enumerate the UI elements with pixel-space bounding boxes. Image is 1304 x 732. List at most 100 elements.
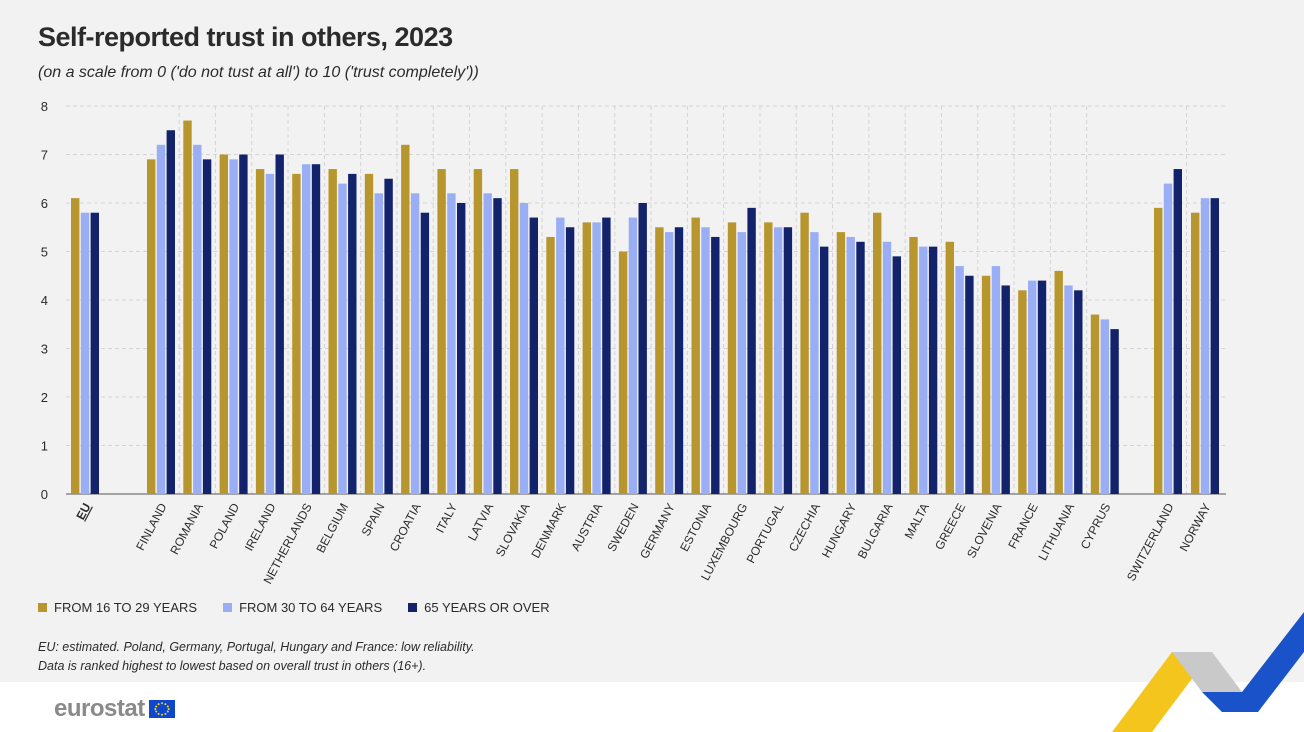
bar-eu-series-2 xyxy=(90,212,99,494)
bar-denmark-series-0 xyxy=(546,236,555,494)
bar-germany-series-2 xyxy=(674,227,684,494)
bar-bulgaria-series-0 xyxy=(873,212,882,494)
x-tick-label-czechia: CZECHIA xyxy=(786,501,823,554)
bar-romania-series-1 xyxy=(193,144,202,495)
bar-cyprus-series-0 xyxy=(1090,314,1100,494)
bars-layer xyxy=(71,120,1219,495)
x-tick-label-malta: MALTA xyxy=(902,501,932,541)
x-tick-label-ireland: IRELAND xyxy=(242,501,279,554)
x-tick-label-denmark: DENMARK xyxy=(528,501,569,561)
x-tick-label-france: FRANCE xyxy=(1005,501,1041,551)
bar-belgium-series-0 xyxy=(328,169,337,495)
x-tick-label-latvia: LATVIA xyxy=(465,501,496,543)
y-tick-label: 4 xyxy=(41,293,48,308)
y-tick-label: 6 xyxy=(41,196,48,211)
eurostat-logo: eurostat xyxy=(54,695,175,723)
bar-czechia-series-0 xyxy=(800,212,809,494)
bar-italy-series-1 xyxy=(447,193,456,495)
legend-swatch-65-over xyxy=(408,603,418,612)
bar-austria-series-1 xyxy=(592,222,601,494)
bar-netherlands-series-0 xyxy=(292,173,301,494)
bar-hungary-series-2 xyxy=(856,241,865,494)
bar-norway-series-2 xyxy=(1210,198,1219,494)
bar-sweden-series-2 xyxy=(638,203,647,494)
bar-eu-series-0 xyxy=(71,198,80,494)
bar-switzerland-series-1 xyxy=(1163,183,1173,494)
bar-netherlands-series-1 xyxy=(302,164,311,494)
bar-spain-series-0 xyxy=(364,173,374,494)
legend-label-30-64: FROM 30 TO 64 YEARS xyxy=(239,600,383,615)
bar-spain-series-1 xyxy=(374,193,383,495)
bar-austria-series-0 xyxy=(582,222,591,494)
bar-italy-series-0 xyxy=(437,169,446,495)
x-tick-label-sweden: SWEDEN xyxy=(604,501,641,554)
bar-slovakia-series-2 xyxy=(529,217,538,495)
x-tick-label-belgium: BELGIUM xyxy=(313,501,351,555)
x-tick-label-switzerland: SWITZERLAND xyxy=(1124,501,1177,584)
x-tick-label-hungary: HUNGARY xyxy=(819,501,859,560)
bar-hungary-series-0 xyxy=(836,232,846,494)
y-tick-label: 7 xyxy=(41,148,48,163)
bar-slovakia-series-0 xyxy=(510,169,519,495)
bar-sweden-series-1 xyxy=(628,217,638,495)
legend-item-16-29: FROM 16 TO 29 YEARS xyxy=(38,600,197,615)
bar-finland-series-1 xyxy=(156,144,166,495)
note-reliability: EU: estimated. Poland, Germany, Portugal… xyxy=(38,640,475,654)
y-tick-label: 5 xyxy=(41,245,48,260)
bar-ireland-series-0 xyxy=(255,169,265,495)
bar-latvia-series-1 xyxy=(483,193,492,495)
bar-luxembourg-series-1 xyxy=(737,232,746,494)
x-tick-label-croatia: CROATIA xyxy=(387,501,424,554)
x-tick-label-germany: GERMANY xyxy=(637,501,678,561)
bar-denmark-series-2 xyxy=(565,227,575,494)
bar-bulgaria-series-1 xyxy=(882,241,892,494)
bar-denmark-series-1 xyxy=(556,217,565,495)
chart-title: Self-reported trust in others, 2023 xyxy=(38,22,453,52)
bar-ireland-series-1 xyxy=(265,173,275,494)
logo-text: eurostat xyxy=(54,695,145,722)
bar-france-series-1 xyxy=(1028,280,1037,494)
legend-swatch-16-29 xyxy=(38,603,47,612)
bar-belgium-series-1 xyxy=(338,183,347,494)
legend-label-65-over: 65 YEARS OR OVER xyxy=(424,600,550,615)
bar-croatia-series-2 xyxy=(420,212,430,494)
legend-label-16-29: FROM 16 TO 29 YEARS xyxy=(54,600,198,615)
bar-slovakia-series-1 xyxy=(519,203,529,494)
bar-romania-series-2 xyxy=(202,159,212,494)
x-tick-label-eu: EU xyxy=(73,501,93,522)
legend: FROM 16 TO 29 YEARS FROM 30 TO 64 YEARS … xyxy=(38,600,550,615)
chart-notes: EU: estimated. Poland, Germany, Portugal… xyxy=(38,638,475,676)
bar-latvia-series-2 xyxy=(493,198,502,494)
bar-cyprus-series-2 xyxy=(1110,329,1119,494)
note-ranking: Data is ranked highest to lowest based o… xyxy=(38,659,427,673)
y-tick-label: 2 xyxy=(41,390,48,405)
x-tick-label-bulgaria: BULGARIA xyxy=(855,501,896,561)
bar-slovenia-series-1 xyxy=(991,266,1001,494)
x-tick-label-portugal: PORTUGAL xyxy=(743,501,786,566)
bar-estonia-series-0 xyxy=(691,217,700,495)
bar-greece-series-2 xyxy=(965,275,974,494)
bar-croatia-series-0 xyxy=(401,144,410,495)
x-tick-label-spain: SPAIN xyxy=(359,501,388,539)
bar-malta-series-2 xyxy=(928,246,938,494)
chart-subtitle: (on a scale from 0 ('do not tust at all'… xyxy=(38,64,479,81)
y-tick-label: 3 xyxy=(41,342,48,357)
bar-poland-series-0 xyxy=(219,154,228,494)
bar-switzerland-series-0 xyxy=(1154,207,1163,494)
x-tick-label-estonia: ESTONIA xyxy=(677,501,714,554)
bar-romania-series-0 xyxy=(183,120,192,495)
bar-malta-series-1 xyxy=(919,246,928,494)
y-tick-label: 8 xyxy=(41,99,48,114)
bar-norway-series-1 xyxy=(1200,198,1210,494)
bar-portugal-series-1 xyxy=(773,227,783,494)
bar-switzerland-series-2 xyxy=(1173,169,1182,495)
bar-czechia-series-2 xyxy=(820,246,829,494)
bar-lithuania-series-1 xyxy=(1064,285,1073,494)
bar-greece-series-1 xyxy=(955,266,964,494)
legend-item-30-64: FROM 30 TO 64 YEARS xyxy=(223,600,382,615)
bar-lithuania-series-0 xyxy=(1054,270,1063,494)
bar-finland-series-0 xyxy=(147,159,156,494)
x-tick-label-romania: ROMANIA xyxy=(167,501,206,557)
bar-france-series-0 xyxy=(1018,290,1027,494)
